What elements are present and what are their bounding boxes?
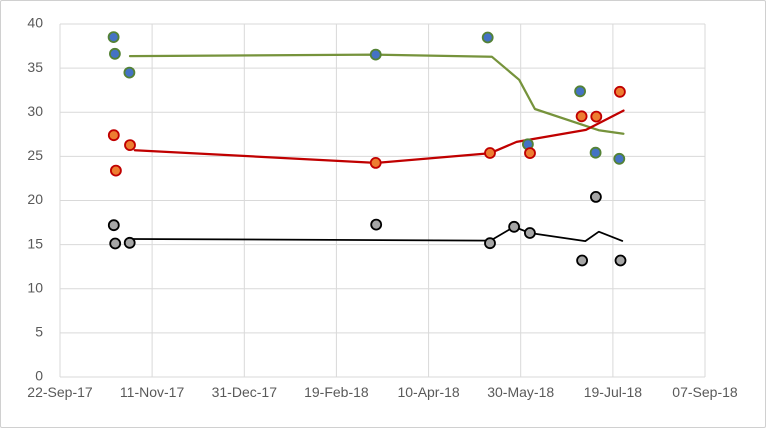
svg-text:19-Jul-18: 19-Jul-18 (584, 384, 643, 400)
svg-text:07-Sep-18: 07-Sep-18 (672, 384, 738, 400)
svg-text:40: 40 (27, 15, 43, 31)
svg-text:31-Dec-17: 31-Dec-17 (212, 384, 278, 400)
svg-text:10-Apr-18: 10-Apr-18 (397, 384, 459, 400)
svg-text:35: 35 (27, 59, 43, 75)
svg-text:5: 5 (35, 324, 43, 340)
svg-text:30-May-18: 30-May-18 (487, 384, 554, 400)
svg-text:25: 25 (27, 147, 43, 163)
svg-text:22-Sep-17: 22-Sep-17 (27, 384, 93, 400)
svg-text:10: 10 (27, 280, 43, 296)
svg-text:11-Nov-17: 11-Nov-17 (120, 384, 185, 400)
svg-text:0: 0 (35, 368, 43, 384)
svg-text:20: 20 (27, 191, 43, 207)
svg-text:30: 30 (27, 103, 43, 119)
svg-text:19-Feb-18: 19-Feb-18 (304, 384, 369, 400)
svg-text:15: 15 (27, 235, 43, 251)
